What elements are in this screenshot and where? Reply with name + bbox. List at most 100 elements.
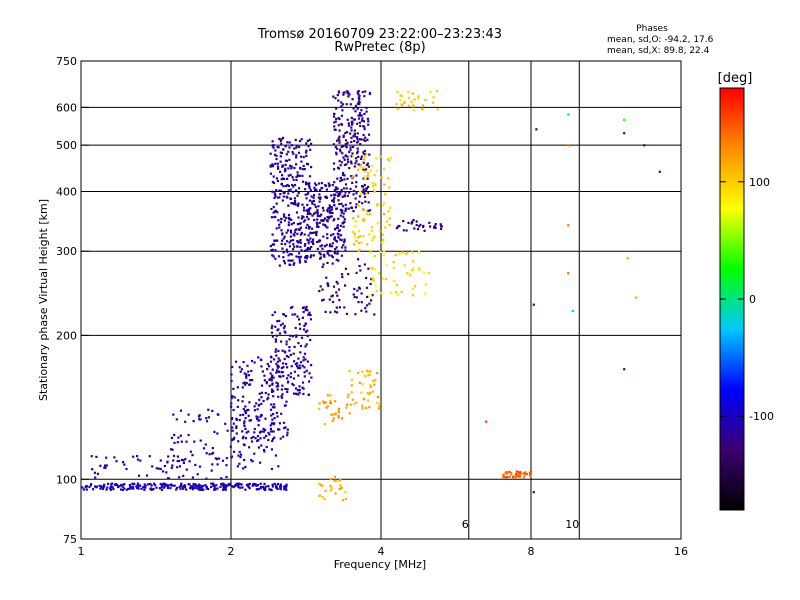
data-point (275, 158, 278, 161)
data-point (567, 113, 570, 116)
data-point (519, 471, 522, 474)
data-point (165, 471, 168, 474)
data-point (300, 249, 303, 252)
data-point (316, 240, 319, 244)
data-point (354, 157, 358, 160)
data-point (412, 260, 415, 263)
data-point (279, 151, 282, 154)
data-point (358, 138, 361, 141)
data-point (347, 95, 350, 98)
data-point (360, 391, 363, 394)
data-point (237, 486, 240, 489)
data-point (333, 227, 337, 230)
data-point (414, 285, 417, 288)
data-point (368, 212, 371, 216)
data-point (368, 209, 372, 212)
data-point (270, 207, 273, 211)
data-point (322, 223, 325, 226)
data-point (242, 435, 245, 438)
data-point (101, 487, 104, 491)
data-point (304, 181, 308, 184)
data-point (342, 215, 345, 218)
data-point (305, 343, 308, 346)
data-point (277, 349, 280, 353)
data-point (292, 185, 295, 188)
data-point (293, 197, 296, 200)
data-point (359, 193, 362, 196)
data-point (308, 225, 311, 229)
data-point (277, 365, 280, 368)
data-point (326, 252, 329, 255)
data-point (315, 189, 318, 192)
data-point (350, 126, 353, 129)
data-point (339, 177, 342, 180)
data-point (303, 249, 307, 252)
data-point (320, 213, 323, 216)
data-point (396, 107, 400, 110)
data-point (306, 360, 309, 363)
data-point (334, 193, 337, 196)
data-point (510, 473, 513, 476)
data-point (318, 407, 321, 410)
data-point (336, 187, 339, 190)
data-point (297, 393, 300, 396)
data-point (271, 254, 274, 257)
data-point (305, 151, 308, 154)
data-point (245, 376, 248, 379)
data-point (274, 209, 278, 212)
data-point (319, 215, 322, 218)
data-point (373, 190, 376, 193)
data-point (284, 168, 287, 171)
data-point (285, 231, 288, 234)
data-point (363, 374, 366, 377)
data-point (358, 230, 361, 233)
data-point (302, 206, 306, 209)
data-point (358, 248, 361, 252)
data-point (300, 217, 303, 220)
data-point (243, 420, 246, 423)
data-point (167, 477, 171, 480)
data-point (310, 376, 313, 379)
data-point (272, 211, 275, 214)
data-point (277, 385, 280, 388)
data-point (260, 396, 263, 399)
data-point (432, 226, 436, 229)
data-point (222, 486, 225, 489)
data-point (338, 159, 341, 162)
data-point (510, 471, 513, 474)
data-point (350, 384, 353, 387)
data-point (347, 124, 351, 127)
data-point (220, 482, 223, 486)
data-point (268, 384, 271, 387)
data-point (288, 158, 291, 161)
data-point (276, 382, 279, 385)
data-point (274, 325, 277, 328)
x-axis-ticks: 1 2 4 8 166 10 (78, 518, 689, 558)
data-point (305, 255, 308, 258)
data-point (281, 322, 284, 325)
data-point (242, 467, 245, 470)
data-point (201, 488, 204, 492)
data-point (299, 351, 302, 354)
data-point (382, 238, 385, 241)
data-point (344, 139, 348, 142)
data-point (297, 187, 301, 190)
data-point (157, 467, 160, 470)
data-point (288, 349, 291, 352)
data-point (374, 183, 377, 186)
data-point (355, 401, 358, 404)
data-point (339, 234, 342, 237)
data-point (309, 148, 312, 151)
data-point (322, 235, 325, 238)
data-point (362, 235, 365, 238)
data-point (274, 348, 278, 351)
data-point (332, 198, 335, 201)
data-point (311, 200, 314, 203)
data-point (298, 385, 301, 388)
data-point (326, 210, 329, 213)
data-point (263, 448, 266, 452)
data-point (251, 379, 254, 382)
data-point (205, 487, 208, 490)
data-point (200, 486, 203, 489)
